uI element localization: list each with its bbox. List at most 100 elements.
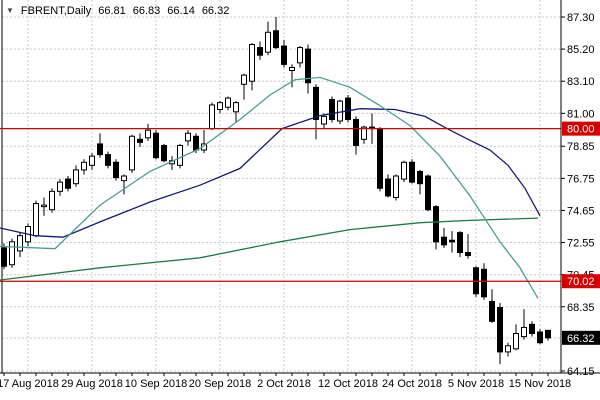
candle-body-bear: [537, 331, 543, 344]
candle-body-bear: [449, 239, 455, 243]
candle-body-bear: [313, 86, 319, 120]
candle-body-bear: [345, 97, 351, 120]
candle: [225, 96, 231, 111]
candle-body-bear: [257, 47, 263, 56]
candle-body-bull: [81, 161, 87, 171]
quote-high: 66.83: [132, 5, 161, 17]
candle-body-bull: [145, 129, 151, 139]
axis-ticks: [3, 16, 565, 376]
candle: [65, 176, 71, 192]
price-tick-label: 72.55: [567, 238, 595, 250]
candle-body-bear: [433, 206, 439, 243]
candle-body-bull: [361, 126, 367, 140]
date-tick-label: 5 Nov 2018: [448, 378, 504, 390]
candle-body-bull: [73, 169, 79, 185]
candle-body-bull: [41, 204, 47, 208]
candle: [209, 102, 215, 131]
candle-body-bull: [217, 102, 223, 111]
current-price-tag: 66.32: [562, 330, 600, 345]
candle: [161, 143, 167, 163]
candle-body-bear: [409, 161, 415, 183]
candle: [545, 329, 551, 341]
candle: [537, 328, 543, 345]
candle: [321, 113, 327, 129]
candle: [81, 159, 87, 175]
candle-body-bear: [113, 161, 119, 179]
candle-body-bull: [121, 175, 127, 182]
candle: [41, 197, 47, 216]
candle-body-bear: [329, 99, 335, 120]
date-tick-label: 24 Oct 2018: [382, 378, 442, 390]
candle-body-bear: [425, 175, 431, 211]
candle-body-bull: [89, 155, 95, 166]
candle: [441, 228, 447, 248]
candle-body-bear: [105, 154, 111, 166]
candle: [97, 133, 103, 158]
candle-body-bear: [497, 307, 503, 353]
candle: [409, 159, 415, 184]
price-tick-label: 64.15: [567, 366, 595, 378]
candle: [113, 159, 119, 181]
candle: [529, 321, 535, 337]
candle-body-bear: [465, 251, 471, 257]
candle-body-bear: [545, 329, 551, 339]
candle-body-bull: [57, 181, 63, 192]
candle: [329, 96, 335, 123]
candle-body-bull: [33, 203, 39, 237]
candle: [433, 205, 439, 250]
symbol-period-label: FBRENT,Daily: [20, 5, 92, 17]
svg-text:66.32: 66.32: [567, 333, 595, 345]
candle-body-bull: [185, 132, 191, 142]
candle-body-bear: [353, 118, 359, 146]
candle: [401, 160, 407, 183]
candle-body-bear: [193, 135, 199, 151]
chart-title: ▼ FBRENT,Daily 66.81 66.83 66.14 66.32: [6, 5, 229, 17]
ma-medium-navy-line: [0, 108, 541, 238]
candle: [257, 41, 263, 60]
candle: [9, 238, 15, 268]
candle-body-bear: [97, 143, 103, 156]
candle-body-bull: [297, 47, 303, 64]
candle: [297, 46, 303, 68]
ma-fast-teal-line: [0, 76, 539, 299]
price-tick-label: 81.00: [567, 108, 595, 120]
candle: [233, 101, 239, 122]
candle: [457, 231, 463, 258]
candle-body-bull: [17, 235, 23, 252]
candle-body-bull: [9, 241, 15, 266]
candle: [393, 174, 399, 201]
price-tick-label: 76.75: [567, 173, 595, 185]
candle-body-bull: [513, 333, 519, 350]
candle: [289, 64, 295, 88]
candle-body-bull: [265, 31, 271, 53]
level-price-tag: 70.02: [562, 274, 600, 289]
horizontal-gridlines: [2, 16, 561, 372]
candle-body-bull: [289, 66, 295, 72]
candle: [17, 232, 23, 258]
price-tick-label: 68.35: [567, 302, 595, 314]
candle-body-bear: [489, 300, 495, 322]
candle: [57, 179, 63, 196]
candle-body-bear: [153, 132, 159, 159]
candle-body-bear: [377, 128, 383, 189]
candle-body-bull: [241, 74, 247, 85]
candle-body-bear: [1, 247, 7, 267]
candle: [177, 143, 183, 169]
candle-body-bull: [401, 161, 407, 180]
candle: [377, 127, 383, 192]
candle: [505, 342, 511, 357]
candle: [305, 44, 311, 94]
candle-body-bear: [305, 48, 311, 84]
candle-body-bear: [137, 138, 143, 143]
date-tick-label: 10 Sep 2018: [125, 378, 187, 390]
candle-body-bull: [233, 102, 239, 113]
candle-body-bear: [457, 232, 463, 253]
symbol-dropdown-icon[interactable]: ▼: [6, 6, 14, 15]
candle: [145, 124, 151, 141]
candle: [73, 165, 79, 187]
candle: [313, 84, 319, 140]
candlesticks: [1, 17, 551, 365]
date-tick-label: 2 Oct 2018: [257, 378, 311, 390]
candle-body-bull: [521, 326, 527, 338]
